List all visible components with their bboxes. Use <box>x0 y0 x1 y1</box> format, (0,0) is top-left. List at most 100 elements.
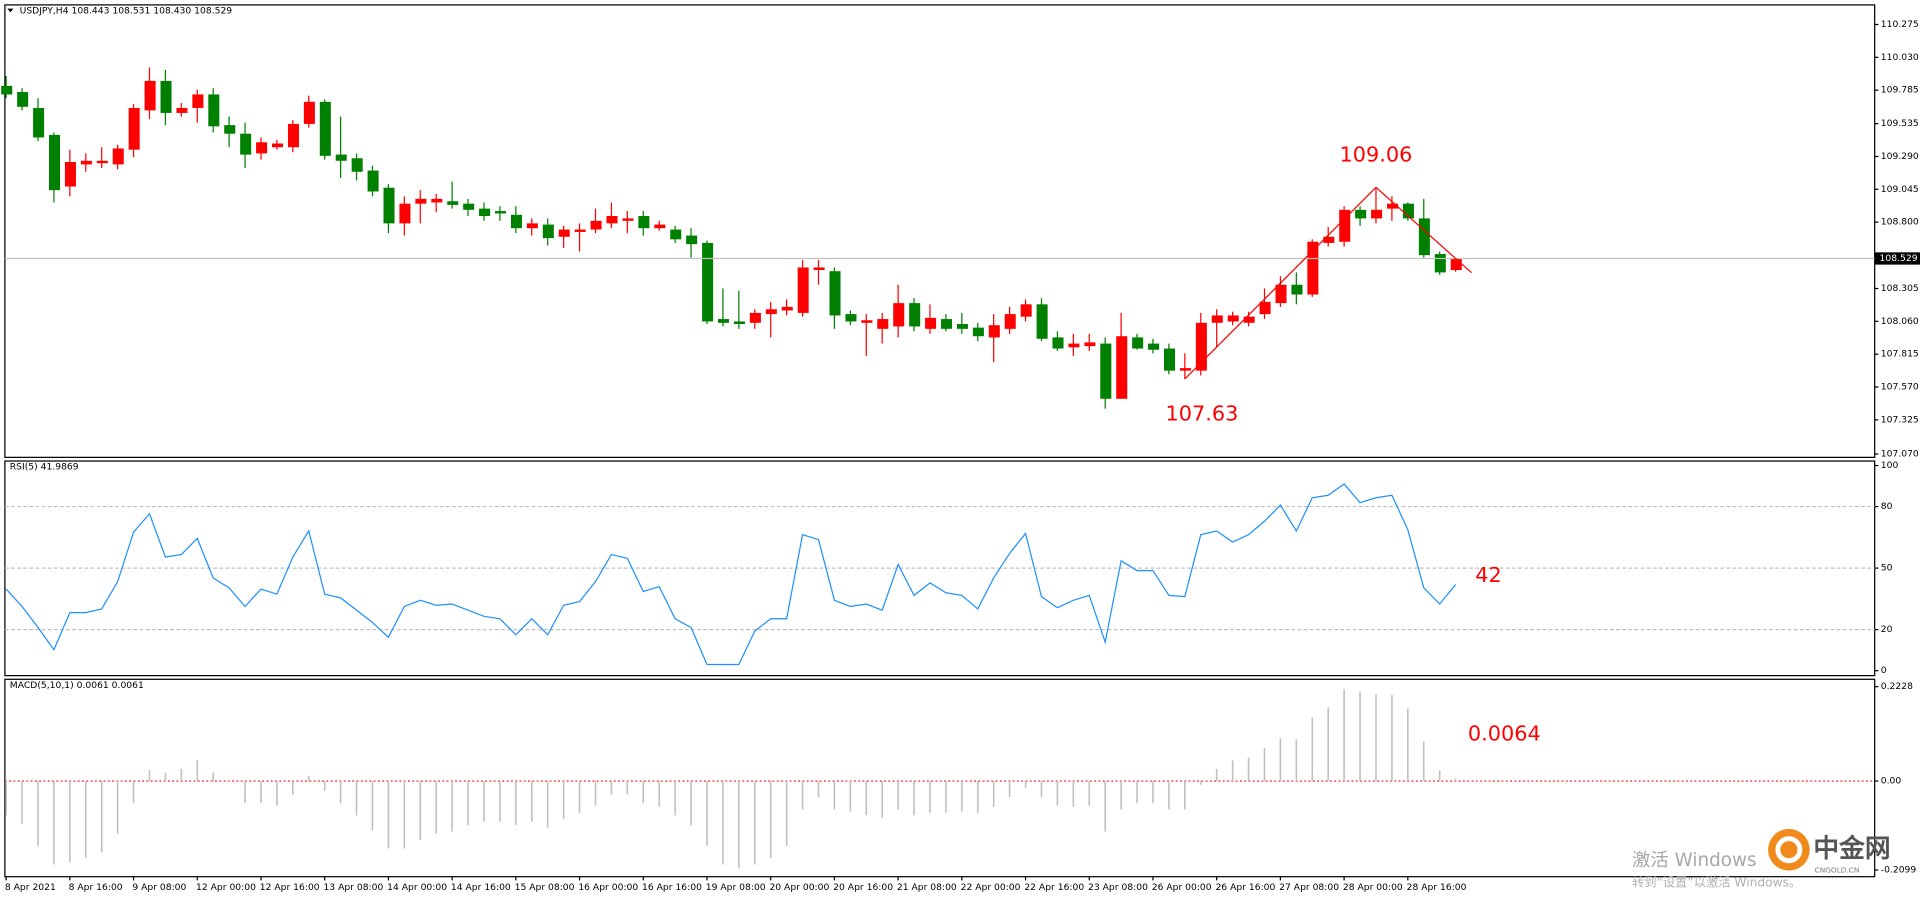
candle-body <box>1004 314 1016 329</box>
x-tick-label: 26 Apr 00:00 <box>1152 882 1212 893</box>
candle-body <box>1100 343 1112 399</box>
candle-body <box>956 324 968 329</box>
logo-text: 中金网 <box>1813 833 1890 864</box>
candle-body <box>1323 236 1335 243</box>
x-tick-label: 22 Apr 00:00 <box>961 882 1021 893</box>
candle-body <box>765 309 777 315</box>
candle-body <box>80 160 92 165</box>
candle-body <box>1116 336 1128 399</box>
logo-icon <box>1768 828 1810 871</box>
price-annotation: 107.63 <box>1166 402 1239 426</box>
y-tick-label: 107.325 <box>1881 414 1919 425</box>
candle-body <box>718 319 730 323</box>
y-tick-label: 109.290 <box>1881 151 1919 162</box>
x-tick-label: 27 Apr 08:00 <box>1279 882 1339 893</box>
candle-body <box>1418 218 1430 256</box>
watermark: 转到“设置”以激活 Windows。 <box>1632 874 1801 889</box>
y-tick-label: 0 <box>1881 665 1887 676</box>
y-tick-label: 100 <box>1881 460 1899 471</box>
current-price-box <box>1874 252 1920 265</box>
y-tick-label: 108.800 <box>1881 217 1919 228</box>
panel-title: USDJPY,H4 108.443 108.531 108.430 108.52… <box>20 6 233 17</box>
x-tick-label: 14 Apr 16:00 <box>451 882 511 893</box>
candle-body <box>1339 209 1351 242</box>
panel-title: RSI(5) 41.9869 <box>10 462 79 473</box>
candle-body <box>702 242 714 322</box>
x-tick-label: 16 Apr 00:00 <box>578 882 638 893</box>
candle-body <box>431 198 443 203</box>
candle-body <box>829 271 841 316</box>
candle-body <box>272 143 284 148</box>
candle-body <box>112 148 124 165</box>
candle-body <box>622 218 634 221</box>
candle-body <box>49 134 61 191</box>
panel <box>4 678 1876 878</box>
y-tick-label: 50 <box>1881 563 1893 574</box>
x-tick-label: 28 Apr 16:00 <box>1407 882 1467 893</box>
candle-body <box>670 229 682 240</box>
candle-body <box>909 303 921 327</box>
candle-body <box>1084 342 1096 347</box>
x-tick-label: 12 Apr 16:00 <box>260 882 320 893</box>
x-tick-label: 28 Apr 00:00 <box>1343 882 1403 893</box>
y-tick-label: 107.815 <box>1881 349 1919 360</box>
candle-body <box>1259 301 1271 315</box>
candle-body <box>1211 315 1223 323</box>
y-tick-label: 108.060 <box>1881 316 1919 327</box>
x-tick-label: 12 Apr 00:00 <box>196 882 256 893</box>
x-tick-label: 23 Apr 08:00 <box>1088 882 1148 893</box>
panel-title: MACD(5,10,1) 0.0061 0.0061 <box>10 680 144 691</box>
candle-body <box>797 267 809 313</box>
candle-body <box>33 107 45 138</box>
y-tick-label: 109.535 <box>1881 118 1919 129</box>
logo-icon-ring <box>1775 836 1803 864</box>
candle-body <box>1450 258 1462 271</box>
candle-body <box>1052 337 1064 349</box>
candle-body <box>287 123 299 148</box>
candle-body <box>144 80 156 111</box>
candle-body <box>192 94 204 108</box>
candle-body <box>447 201 459 205</box>
price-annotation: 109.06 <box>1340 142 1413 166</box>
candle-body <box>1020 304 1032 317</box>
candle-body <box>861 320 873 323</box>
y-tick-label: 20 <box>1881 624 1893 635</box>
candle-body <box>893 303 905 327</box>
panel <box>4 4 1876 458</box>
trendline <box>1184 186 1377 380</box>
x-tick-label: 20 Apr 16:00 <box>833 882 893 893</box>
candle-body <box>64 161 76 187</box>
candle-body <box>128 107 140 150</box>
candle-body <box>925 317 937 329</box>
y-tick-label: -0.2099 <box>1881 865 1917 876</box>
x-tick-label: 19 Apr 08:00 <box>706 882 766 893</box>
candle-body <box>877 319 889 329</box>
candle-body <box>558 229 570 237</box>
candle-body <box>383 187 395 224</box>
annotation: 42 <box>1475 563 1502 587</box>
candle-body <box>1227 315 1239 322</box>
candle-body <box>479 208 491 216</box>
candle-body <box>1355 209 1367 219</box>
x-tick-label: 21 Apr 08:00 <box>897 882 957 893</box>
x-tick-label: 22 Apr 16:00 <box>1024 882 1084 893</box>
candle-body <box>1132 337 1144 349</box>
candle-body <box>224 125 236 134</box>
candle-body <box>303 101 315 124</box>
y-tick-label: 110.275 <box>1881 19 1919 30</box>
candle-body <box>988 325 1000 338</box>
y-tick-label: 110.030 <box>1881 52 1919 63</box>
x-tick-label: 8 Apr 2021 <box>5 882 56 893</box>
candle-body <box>813 267 825 271</box>
candle-body <box>399 203 411 224</box>
candle-body <box>335 154 347 161</box>
candle-body <box>941 319 953 329</box>
candle-body <box>17 92 29 107</box>
y-tick-label: 109.785 <box>1881 85 1919 96</box>
y-tick-label: 107.070 <box>1881 449 1919 460</box>
x-tick-label: 13 Apr 08:00 <box>323 882 383 893</box>
x-tick-label: 9 Apr 08:00 <box>132 882 186 893</box>
candle-body <box>1 85 13 95</box>
candle-body <box>972 327 984 337</box>
